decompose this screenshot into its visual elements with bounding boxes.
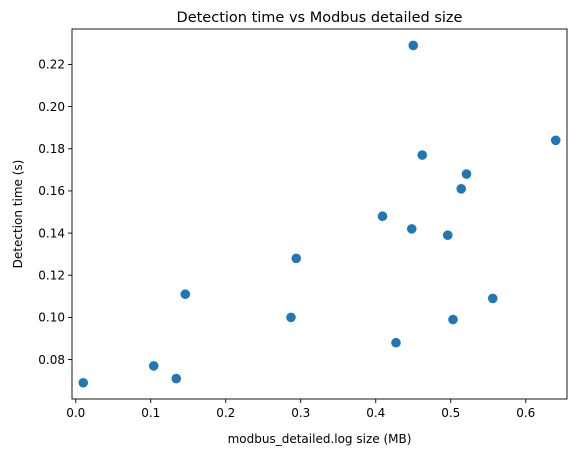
data-point	[408, 40, 419, 51]
data-point	[406, 224, 417, 234]
y-tick-label: 0.12	[38, 268, 65, 282]
x-axis-label: modbus_detailed.log size (MB)	[228, 432, 412, 446]
chart-title: Detection time vs Modbus detailed size	[177, 10, 463, 26]
data-point	[291, 253, 302, 264]
data-point	[391, 337, 401, 348]
y-axis-label: Detection time (s)	[11, 160, 25, 269]
x-axis: 0.0 0.1 0.2 0.3 0.4 0.5 0.6	[66, 399, 535, 420]
data-point	[550, 135, 561, 146]
y-tick-label: 0.22	[38, 58, 65, 72]
y-tick-label: 0.10	[38, 311, 65, 325]
x-tick-label: 0.0	[66, 406, 85, 420]
data-point	[78, 377, 89, 388]
plot-frame	[71, 28, 568, 400]
data-point	[442, 230, 453, 240]
y-tick-label: 0.14	[38, 226, 65, 240]
data-point	[456, 184, 467, 194]
x-tick-label: 0.2	[216, 406, 235, 420]
y-tick-label: 0.18	[38, 142, 65, 156]
data-point	[171, 373, 182, 384]
data-point	[417, 150, 428, 160]
data-point	[377, 211, 388, 222]
y-axis: 0.08 0.10 0.12 0.14 0.16 0.18 0.20 0.22	[38, 58, 72, 367]
data-point	[448, 314, 458, 325]
data-point	[286, 312, 296, 323]
x-tick-label: 0.5	[441, 406, 460, 420]
x-tick-label: 0.1	[141, 406, 160, 420]
data-point	[180, 289, 191, 300]
y-tick-label: 0.08	[38, 353, 65, 367]
x-tick-label: 0.6	[516, 406, 535, 420]
x-tick-label: 0.3	[291, 406, 310, 420]
data-point	[148, 361, 159, 371]
points-layer	[78, 40, 561, 388]
x-tick-label: 0.4	[366, 406, 385, 420]
data-point	[487, 293, 498, 304]
y-tick-label: 0.20	[38, 100, 65, 114]
data-point	[461, 169, 472, 179]
y-tick-label: 0.16	[38, 184, 65, 198]
